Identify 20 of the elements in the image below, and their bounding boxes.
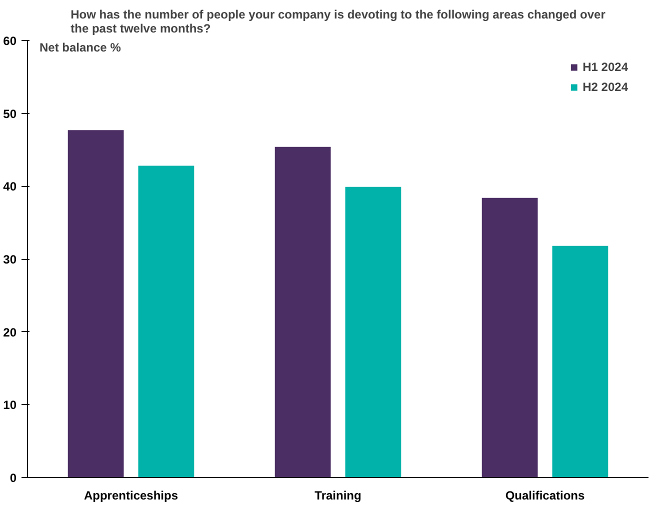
bar — [552, 246, 608, 478]
y-tick-label: 50 — [3, 106, 17, 121]
chart-title: How has the number of people your company is devoting to the following areas changed over the past twelve months? — [70, 8, 606, 36]
y-axis-title: Net balance % — [40, 40, 122, 54]
y-tick-label: 10 — [3, 398, 17, 412]
bar — [68, 130, 124, 478]
x-tick-label: Training — [314, 488, 362, 502]
y-tick-label: 20 — [3, 325, 17, 340]
bar — [345, 186, 402, 478]
x-tick-label: Qualifications — [505, 488, 585, 502]
y-tick-label: 40 — [3, 180, 17, 194]
bar — [274, 146, 331, 478]
bar — [482, 198, 538, 478]
y-tick-label: 30 — [3, 252, 17, 266]
bar — [138, 166, 194, 478]
y-tick-label: 60 — [3, 34, 17, 48]
y-tick-label: 0 — [10, 471, 17, 485]
x-tick-label: Apprenticeships — [84, 488, 178, 502]
legend-label: H2 2024 — [582, 80, 628, 94]
legend-label: H1 2024 — [582, 60, 628, 74]
